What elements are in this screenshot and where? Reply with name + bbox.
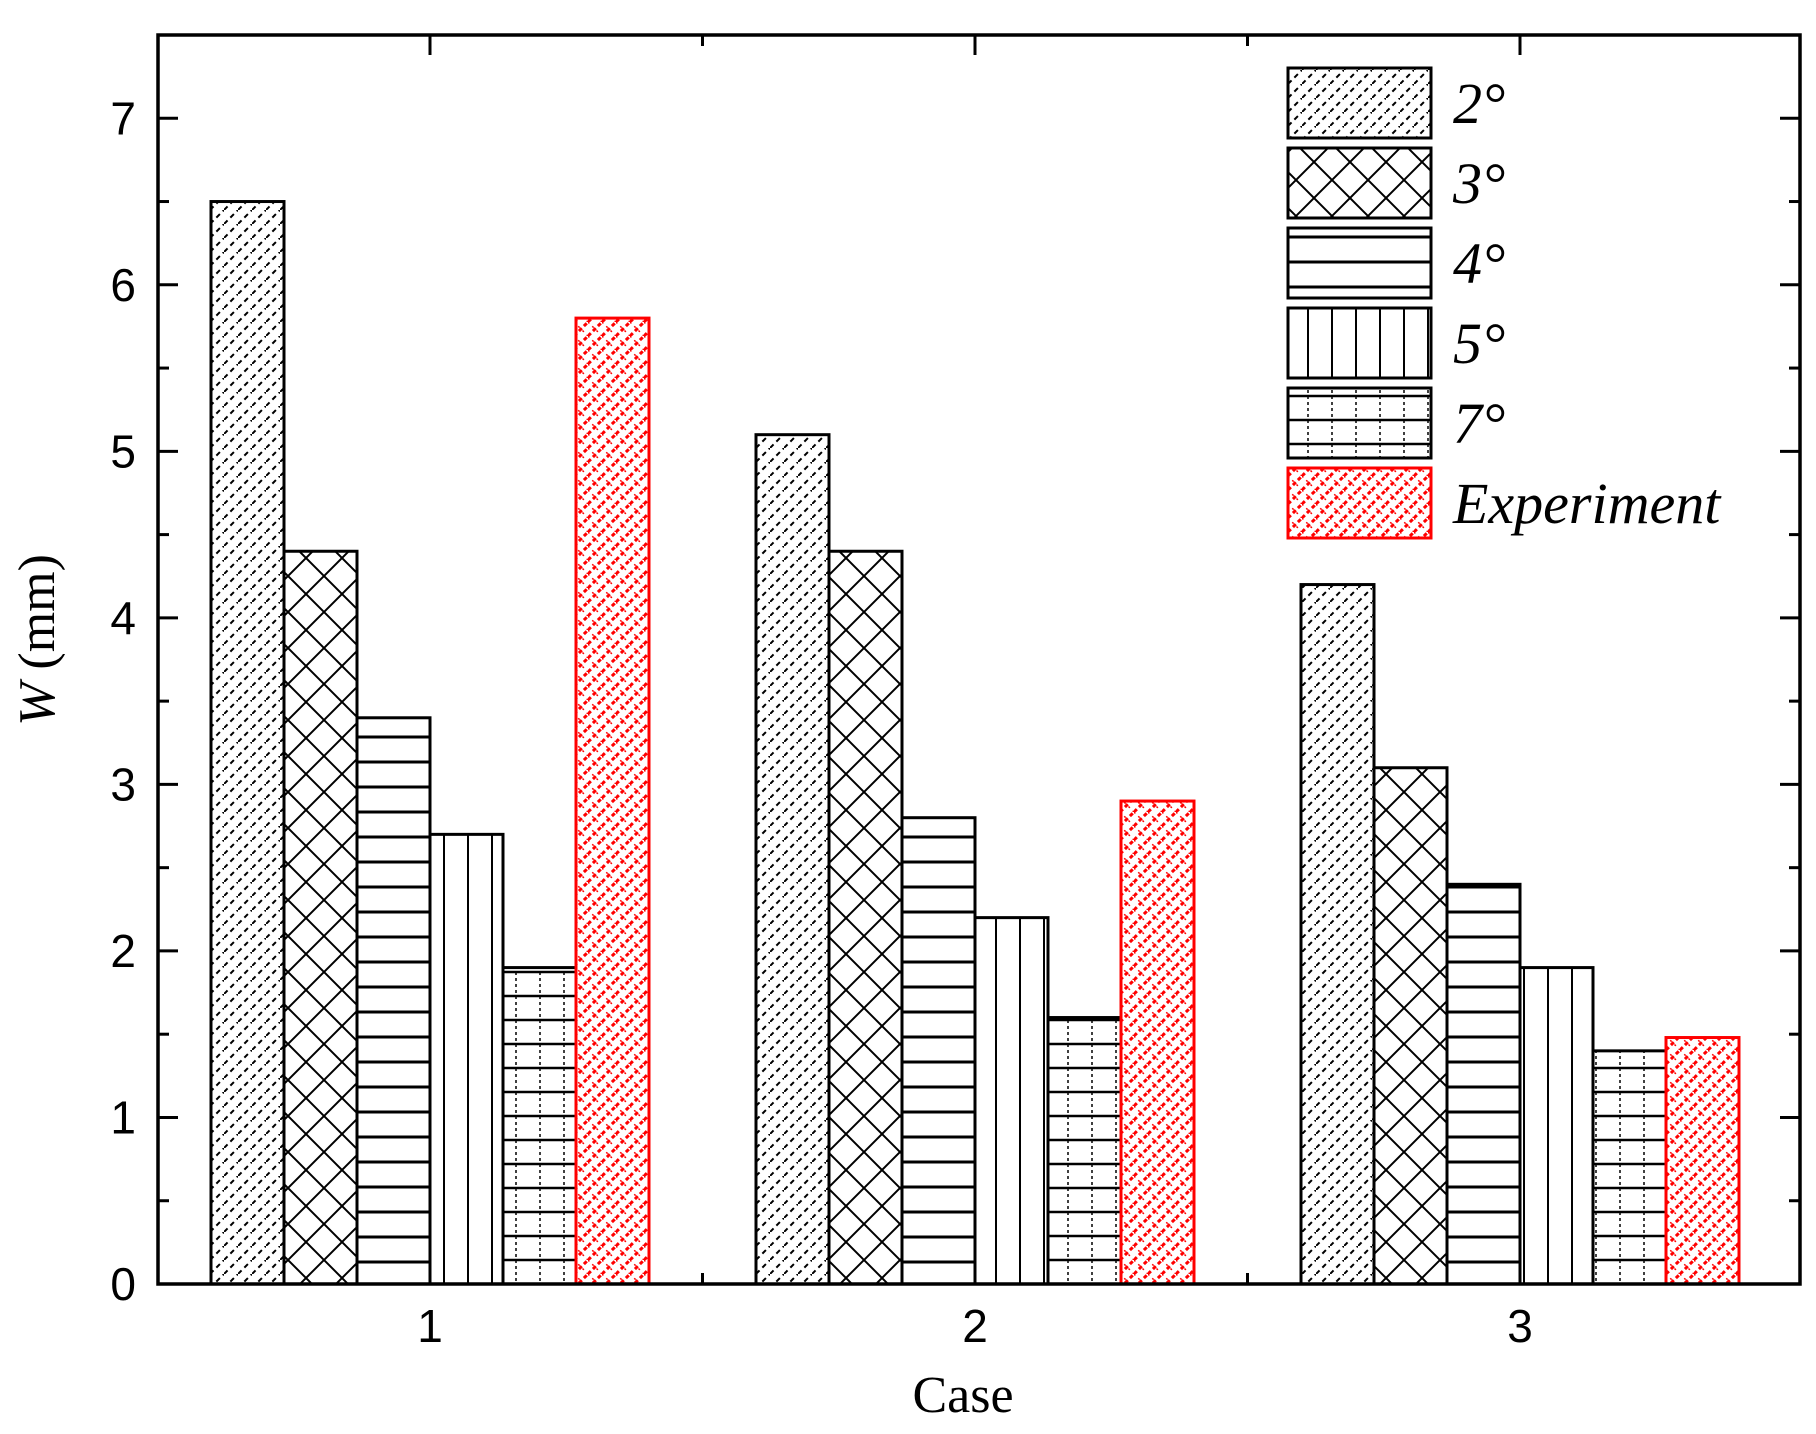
axes: 0 1 2 3 4 5 6 7 1 2 3 (110, 33, 1802, 1352)
bar-case3-series6 (1664, 1036, 1741, 1286)
y-tick-label: 1 (110, 1091, 136, 1143)
bar-case1-series2 (282, 549, 359, 1286)
legend-label-2: 3° (1452, 151, 1505, 216)
legend-label-4: 5° (1453, 311, 1505, 376)
legend-swatch-3 (1286, 226, 1433, 300)
bar-case3-series1 (1299, 583, 1376, 1286)
y-axis-title-unit: (mm) (9, 554, 66, 683)
bar-case1-series3 (355, 716, 432, 1286)
legend-label-1: 2° (1453, 71, 1505, 136)
bar-case3-series5 (1591, 1049, 1668, 1286)
bar-case2-series5 (1046, 1016, 1123, 1286)
bar-case3-series4 (1518, 966, 1595, 1286)
bar-case2-series1 (754, 433, 831, 1286)
bar-case2-series3 (900, 816, 977, 1286)
bar-case3-series2 (1372, 766, 1449, 1286)
x-tick-label: 3 (1507, 1300, 1533, 1352)
bar-case1-series4 (428, 832, 505, 1286)
bar-case2-series4 (973, 916, 1050, 1286)
bar-case2-series6 (1119, 799, 1196, 1286)
x-tick-label: 2 (962, 1300, 988, 1352)
legend-label-3: 4° (1453, 231, 1505, 296)
y-tick-label: 4 (110, 592, 136, 644)
y-tick-label: 0 (110, 1258, 136, 1310)
bar-case1-series6 (574, 316, 651, 1286)
legend-swatch-6 (1286, 466, 1433, 540)
legend-label-5: 7° (1453, 391, 1505, 456)
x-tick-label: 1 (417, 1300, 443, 1352)
bar-case2-series2 (827, 549, 904, 1286)
y-tick-label: 6 (110, 259, 136, 311)
legend: 2° 3° 4° 5° 7° Experiment (1286, 66, 1722, 540)
legend-swatch-5 (1286, 386, 1433, 460)
y-tick-label: 3 (110, 758, 136, 810)
plot-frame (156, 33, 1802, 1286)
bar-case3-series3 (1445, 882, 1522, 1286)
legend-label-6: Experiment (1452, 471, 1722, 536)
bars-layer (209, 200, 1741, 1286)
y-tick-label: 5 (110, 425, 136, 477)
legend-swatch-4 (1286, 306, 1433, 380)
x-axis-title: Case (912, 1367, 1013, 1424)
legend-swatch-1 (1286, 66, 1433, 140)
bar-case1-series1 (209, 200, 286, 1286)
y-tick-label: 2 (110, 925, 136, 977)
legend-swatch-2 (1286, 146, 1433, 220)
y-axis-title-var: W (9, 678, 66, 726)
y-axis-title: W (mm) (9, 554, 66, 726)
y-tick-label: 7 (110, 92, 136, 144)
bar-case1-series5 (501, 966, 578, 1286)
